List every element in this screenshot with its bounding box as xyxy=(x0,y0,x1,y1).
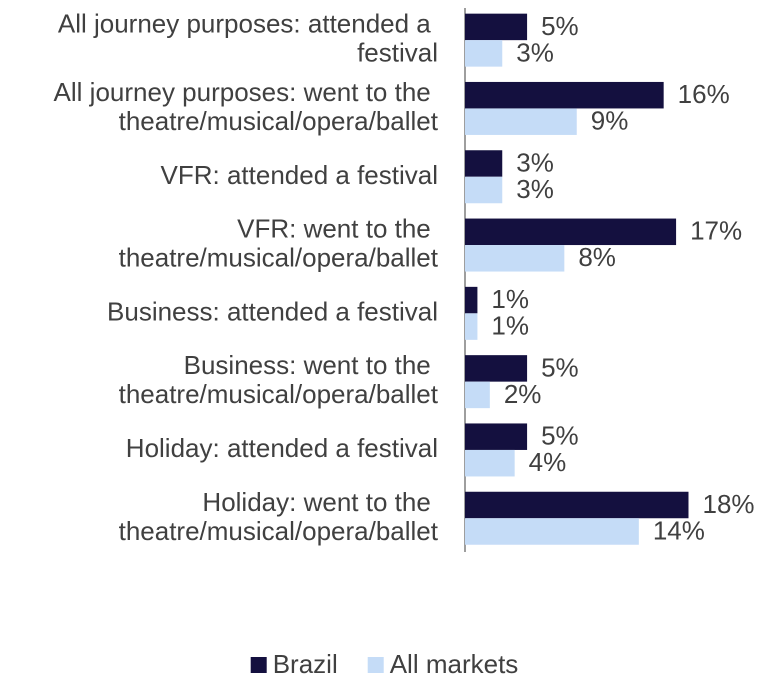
bar xyxy=(465,286,478,314)
value-label: 4% xyxy=(529,447,567,477)
bar xyxy=(465,313,478,340)
value-label: 1% xyxy=(491,284,529,314)
legend-label: All markets xyxy=(390,649,519,678)
bar xyxy=(465,449,515,477)
legend-swatch xyxy=(367,657,384,673)
category-label: Holiday: attended a festival xyxy=(126,433,438,463)
bar xyxy=(465,81,664,109)
category-label: VFR: went to the theatre/musical/opera/b… xyxy=(119,213,439,272)
value-label: 16% xyxy=(678,79,730,109)
value-label: 3% xyxy=(516,37,554,67)
category-label: All journey purposes: attended a festiva… xyxy=(58,9,438,68)
value-label: 5% xyxy=(541,11,579,41)
bar xyxy=(465,218,677,246)
value-label: 14% xyxy=(653,515,705,545)
category-label: Business: went to the theatre/musical/op… xyxy=(119,350,439,409)
bar xyxy=(465,423,528,450)
legend: Brazil All markets xyxy=(250,649,519,678)
category-label: Holiday: went to the theatre/musical/ope… xyxy=(119,487,439,546)
category-label: All journey purposes: went to the theatr… xyxy=(54,77,439,136)
value-label: 5% xyxy=(541,421,579,451)
value-label: 3% xyxy=(516,147,554,177)
value-label: 17% xyxy=(690,216,742,246)
bar xyxy=(465,176,503,204)
bar xyxy=(465,491,689,519)
bar xyxy=(465,13,528,41)
value-label: 18% xyxy=(703,489,755,519)
value-label: 2% xyxy=(504,379,542,409)
bar xyxy=(465,108,577,135)
value-label: 8% xyxy=(578,242,616,272)
bar xyxy=(465,381,490,409)
value-label: 9% xyxy=(591,106,629,136)
legend-swatch xyxy=(250,657,267,673)
bar xyxy=(465,245,565,272)
category-label: Business: attended a festival xyxy=(107,296,438,326)
bar xyxy=(465,40,503,67)
value-label: 1% xyxy=(491,310,529,340)
bar xyxy=(465,518,639,545)
value-label: 3% xyxy=(516,174,554,204)
bar xyxy=(465,355,528,382)
bar xyxy=(465,150,503,177)
legend-label: Brazil xyxy=(273,649,338,678)
value-label: 5% xyxy=(541,352,579,382)
category-label: VFR: attended a festival xyxy=(161,160,438,190)
